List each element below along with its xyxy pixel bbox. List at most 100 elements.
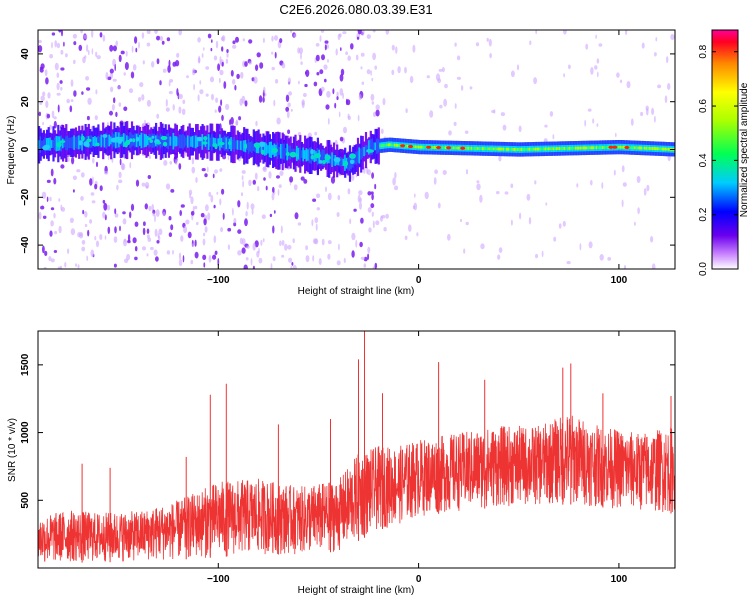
band-peak: [589, 146, 592, 150]
noise-speck: [349, 218, 352, 225]
noise-speck: [337, 194, 341, 201]
band-peak: [441, 146, 444, 150]
band-peak: [651, 147, 654, 150]
noise-speck: [91, 48, 94, 55]
noise-speck: [89, 219, 93, 224]
noise-speck: [325, 104, 330, 110]
band-core: [238, 140, 241, 150]
band-core: [268, 141, 271, 158]
noise-speck: [178, 30, 182, 36]
band-core: [198, 137, 201, 147]
noise-speck: [163, 160, 168, 166]
band-peak: [380, 144, 384, 148]
band-core: [280, 143, 283, 159]
band-blob: [132, 138, 136, 143]
band-blob: [83, 141, 89, 147]
noise-speck: [304, 83, 308, 88]
band-core: [212, 137, 215, 147]
noise-speck: [183, 226, 188, 233]
noise-speck: [456, 55, 461, 61]
noise-speck: [214, 250, 218, 255]
noise-speck: [313, 81, 318, 87]
noise-speck: [340, 68, 345, 76]
noise-speck: [244, 100, 248, 107]
spectrogram-panel: −100 0 100 −40 −20 0 20 40 Height of straight l…: [6, 29, 676, 297]
band-core: [347, 157, 350, 170]
noise-speck: [599, 253, 604, 261]
noise-speck: [319, 35, 322, 42]
noise-speck: [439, 104, 443, 109]
noise-speck: [113, 97, 116, 104]
noise-speck: [49, 196, 52, 202]
band-core: [68, 137, 71, 148]
noise-speck: [85, 76, 89, 81]
band-peak: [595, 146, 598, 150]
noise-speck: [197, 37, 201, 43]
noise-speck: [285, 106, 290, 112]
band-core: [95, 137, 98, 146]
noise-speck: [84, 223, 88, 228]
band-peak: [416, 145, 419, 149]
band-blob: [244, 143, 248, 149]
noise-speck: [204, 226, 208, 233]
noise-speck: [361, 81, 365, 85]
band-peak: [554, 147, 557, 151]
noise-speck: [58, 225, 62, 234]
y-tick-label: 1500: [20, 353, 31, 376]
noise-speck: [58, 198, 61, 202]
noise-speck: [262, 96, 265, 103]
noise-speck: [367, 246, 371, 254]
noise-speck: [218, 105, 222, 113]
band-core: [169, 136, 172, 146]
noise-speck: [271, 192, 275, 201]
noise-speck: [443, 98, 447, 107]
noise-speck: [72, 175, 77, 181]
band-peak: [445, 146, 448, 150]
band-core: [366, 145, 369, 153]
noise-speck: [371, 172, 374, 179]
band-core: [145, 134, 148, 147]
noise-speck: [496, 191, 500, 195]
noise-speck: [211, 39, 213, 43]
noise-speck: [351, 232, 356, 241]
x-tick-label: 0: [416, 574, 422, 585]
noise-speck: [118, 171, 122, 178]
band-peak: [622, 145, 626, 149]
colorbar-tick-label: 0.6: [698, 99, 709, 113]
noise-speck: [541, 250, 544, 258]
noise-speck: [70, 228, 76, 236]
noise-speck: [156, 113, 160, 119]
noise-speck: [197, 94, 200, 102]
noise-speck: [123, 106, 128, 112]
noise-speck: [180, 204, 185, 208]
noise-speck: [498, 155, 502, 162]
noise-speck: [262, 166, 267, 173]
noise-speck: [92, 157, 95, 164]
noise-speck: [534, 180, 537, 185]
noise-speck: [147, 175, 151, 179]
noise-speck: [53, 177, 57, 185]
noise-speck: [342, 31, 347, 35]
noise-speck: [46, 196, 49, 202]
band-peak: [464, 146, 467, 150]
band-core: [259, 143, 262, 153]
band-peak: [473, 147, 477, 150]
band-peak: [661, 147, 664, 151]
noise-speck: [438, 68, 443, 72]
noise-speck: [67, 157, 70, 162]
noise-speck: [292, 264, 297, 269]
noise-speck: [385, 213, 389, 219]
band-core: [54, 137, 57, 150]
noise-speck: [42, 245, 45, 254]
noise-speck: [319, 69, 324, 75]
band-peak: [602, 146, 605, 149]
noise-speck: [325, 186, 327, 192]
band-core: [177, 137, 180, 146]
noise-speck: [334, 102, 337, 109]
noise-speck: [112, 45, 117, 52]
noise-speck: [491, 110, 495, 113]
band-peak: [592, 146, 595, 150]
noise-speck: [359, 197, 362, 203]
band-peak: [502, 147, 505, 151]
noise-speck: [142, 227, 146, 236]
